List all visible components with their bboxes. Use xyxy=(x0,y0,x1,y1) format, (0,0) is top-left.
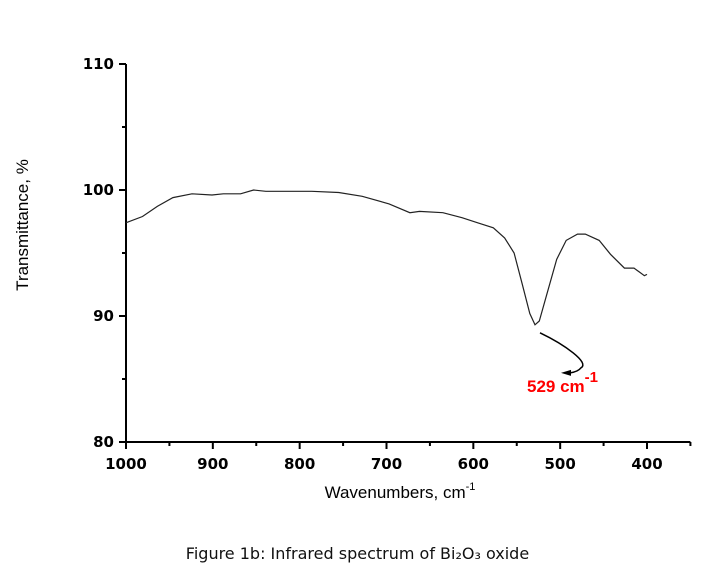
x-tick-label: 800 xyxy=(284,455,315,473)
x-tick-label: 1000 xyxy=(105,455,147,473)
x-tick-label: 700 xyxy=(371,455,402,473)
x-tick-label: 500 xyxy=(545,455,576,473)
y-tick-label: 90 xyxy=(93,307,114,325)
peak-annotation: 529 cm-1 xyxy=(527,369,598,396)
annotation-arrowhead xyxy=(560,369,571,376)
annotation-arrow xyxy=(539,332,584,374)
spectrum-line xyxy=(125,189,648,326)
y-tick-label: 80 xyxy=(93,433,114,451)
ir-spectrum-chart: 1000 900 800 700 600 500 400 80 90 100 110 529 cm-… xyxy=(13,55,692,502)
x-tick-label: 900 xyxy=(197,455,228,473)
x-axis-label: Wavenumbers, cm-1 xyxy=(325,481,476,502)
y-tick-label: 100 xyxy=(83,181,114,199)
axes: 1000 900 800 700 600 500 400 80 90 100 110 xyxy=(83,55,692,473)
y-tick-label: 110 xyxy=(83,55,114,73)
figure-caption: Figure 1b: Infrared spectrum of Bi₂O₃ ox… xyxy=(185,544,530,563)
y-axis-label: Transmittance, % xyxy=(13,159,32,291)
x-tick-label: 400 xyxy=(631,455,662,473)
x-tick-label: 600 xyxy=(458,455,489,473)
